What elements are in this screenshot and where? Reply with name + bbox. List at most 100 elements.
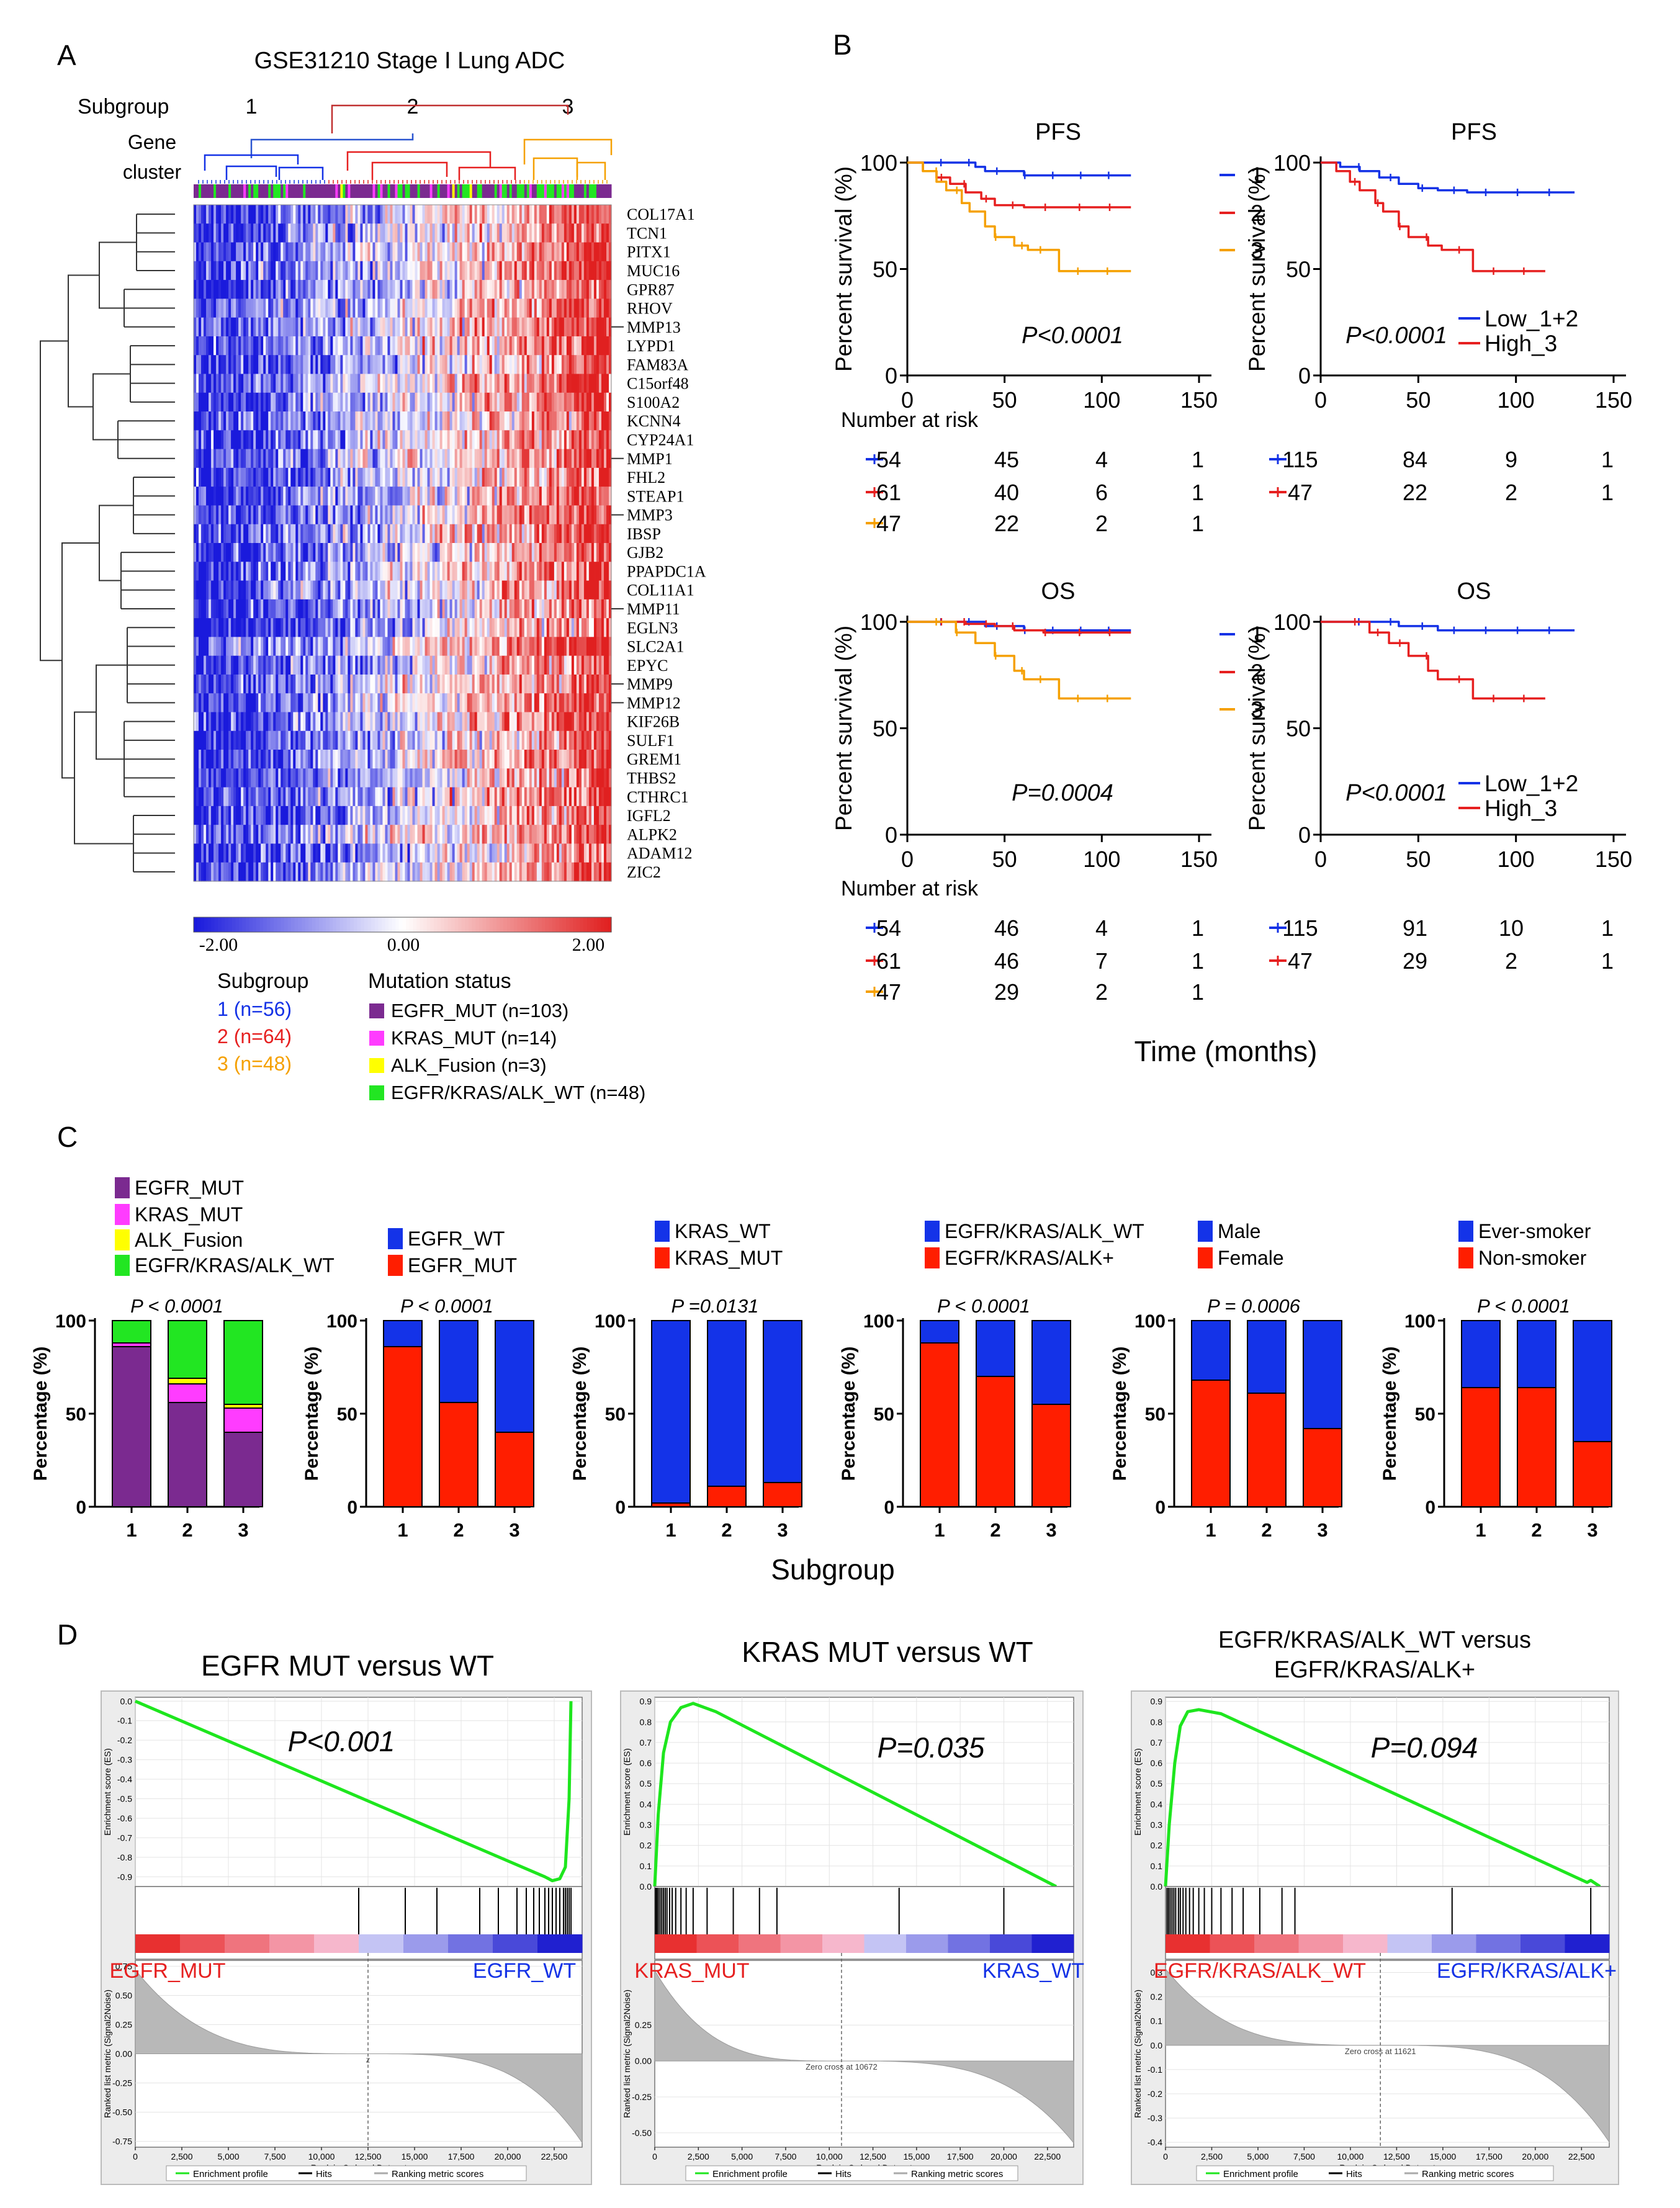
- heatmap-cell: [370, 693, 374, 713]
- heatmap-cell: [514, 336, 518, 356]
- heatmap-cell: [598, 693, 602, 713]
- heatmap-cell: [459, 392, 463, 412]
- heatmap-cell: [360, 505, 364, 525]
- heatmap-cell: [303, 674, 306, 694]
- heatmap-cell: [566, 374, 570, 393]
- heatmap-cell: [586, 298, 590, 318]
- heatmap-cell: [380, 298, 384, 318]
- heatmap-cell: [223, 449, 227, 469]
- mutation-cell: [405, 184, 408, 198]
- heatmap-cell: [330, 562, 333, 581]
- heatmap-cell: [323, 524, 326, 544]
- heatmap-cell: [285, 205, 289, 224]
- heatmap-cell: [541, 449, 545, 469]
- heatmap-cell: [218, 693, 222, 713]
- heatmap-cell: [199, 449, 202, 469]
- heatmap-cell: [571, 355, 575, 375]
- heatmap-cell: [420, 242, 423, 262]
- heatmap-cell: [288, 317, 291, 337]
- heatmap-cell: [482, 374, 485, 393]
- heatmap-cell: [276, 242, 279, 262]
- heatmap-cell: [479, 261, 483, 280]
- heatmap-cell: [290, 298, 294, 318]
- mutation-cell: [536, 184, 540, 198]
- heatmap-cell: [576, 430, 580, 450]
- heatmap-cell: [216, 317, 219, 337]
- mutation-cell: [521, 184, 525, 198]
- heatmap-cell: [333, 712, 336, 732]
- heatmap-cell: [330, 637, 333, 657]
- heatmap-cell: [295, 712, 299, 732]
- heatmap-cell: [338, 317, 341, 337]
- heatmap-cell: [338, 449, 341, 469]
- mutation-cell: [290, 184, 294, 198]
- heatmap-cell: [603, 280, 607, 299]
- heatmap-cell: [496, 467, 500, 487]
- heatmap-cell: [338, 223, 341, 243]
- heatmap-cell: [487, 562, 490, 581]
- heatmap-cell: [452, 392, 456, 412]
- heatmap-cell: [218, 336, 222, 356]
- heatmap-cell: [221, 674, 224, 694]
- heatmap-cell: [504, 430, 508, 450]
- heatmap-cell: [211, 618, 214, 637]
- heatmap-cell: [405, 674, 408, 694]
- heatmap-cell: [487, 223, 490, 243]
- heatmap-cell: [410, 618, 413, 637]
- heatmap-cell: [395, 618, 398, 637]
- mutation-cell: [365, 184, 368, 198]
- heatmap-cell: [276, 693, 279, 713]
- heatmap-cell: [581, 298, 585, 318]
- heatmap-cell: [273, 467, 276, 487]
- heatmap-cell: [484, 411, 488, 431]
- heatmap-cell: [263, 336, 266, 356]
- heatmap-cell: [233, 580, 236, 600]
- heatmap-cell: [196, 637, 199, 657]
- heatmap-cell: [484, 449, 488, 469]
- heatmap-cell: [447, 411, 451, 431]
- heatmap-cell: [223, 205, 227, 224]
- heatmap-cell: [588, 355, 592, 375]
- heatmap-cell: [529, 242, 532, 262]
- heatmap-cell: [206, 637, 209, 657]
- heatmap-cell: [194, 336, 197, 356]
- heatmap-cell: [385, 298, 389, 318]
- heatmap-cell: [283, 205, 286, 224]
- heatmap-cell: [601, 693, 604, 713]
- heatmap-cell: [549, 261, 552, 280]
- heatmap-cell: [365, 580, 369, 600]
- heatmap-cell: [556, 599, 560, 619]
- heatmap-cell: [298, 336, 301, 356]
- heatmap-cell: [544, 655, 547, 675]
- heatmap-cell: [367, 712, 371, 732]
- heatmap-cell: [529, 674, 532, 694]
- heatmap-cell: [442, 298, 446, 318]
- heatmap-cell: [360, 430, 364, 450]
- heatmap-cell: [201, 637, 204, 657]
- heatmap-cell: [596, 467, 600, 487]
- heatmap-cell: [591, 655, 595, 675]
- heatmap-cell: [390, 618, 393, 637]
- heatmap-cell: [338, 618, 341, 637]
- heatmap-cell: [509, 449, 513, 469]
- heatmap-cell: [479, 637, 483, 657]
- heatmap-cell: [601, 543, 604, 562]
- heatmap-cell: [554, 392, 557, 412]
- heatmap-cell: [444, 712, 448, 732]
- heatmap-cell: [350, 392, 353, 412]
- heatmap-cell: [442, 336, 446, 356]
- heatmap-cell: [529, 223, 532, 243]
- heatmap-cell: [196, 449, 199, 469]
- heatmap-cell: [370, 580, 374, 600]
- heatmap-cell: [583, 562, 587, 581]
- heatmap-cell: [325, 223, 328, 243]
- heatmap-cell: [392, 392, 396, 412]
- heatmap-cell: [576, 543, 580, 562]
- heatmap-cell: [298, 355, 301, 375]
- heatmap-cell: [566, 655, 570, 675]
- heatmap-cell: [241, 524, 244, 544]
- heatmap-cell: [457, 693, 460, 713]
- heatmap-cell: [375, 223, 379, 243]
- heatmap-cell: [420, 223, 423, 243]
- heatmap-cell: [596, 580, 600, 600]
